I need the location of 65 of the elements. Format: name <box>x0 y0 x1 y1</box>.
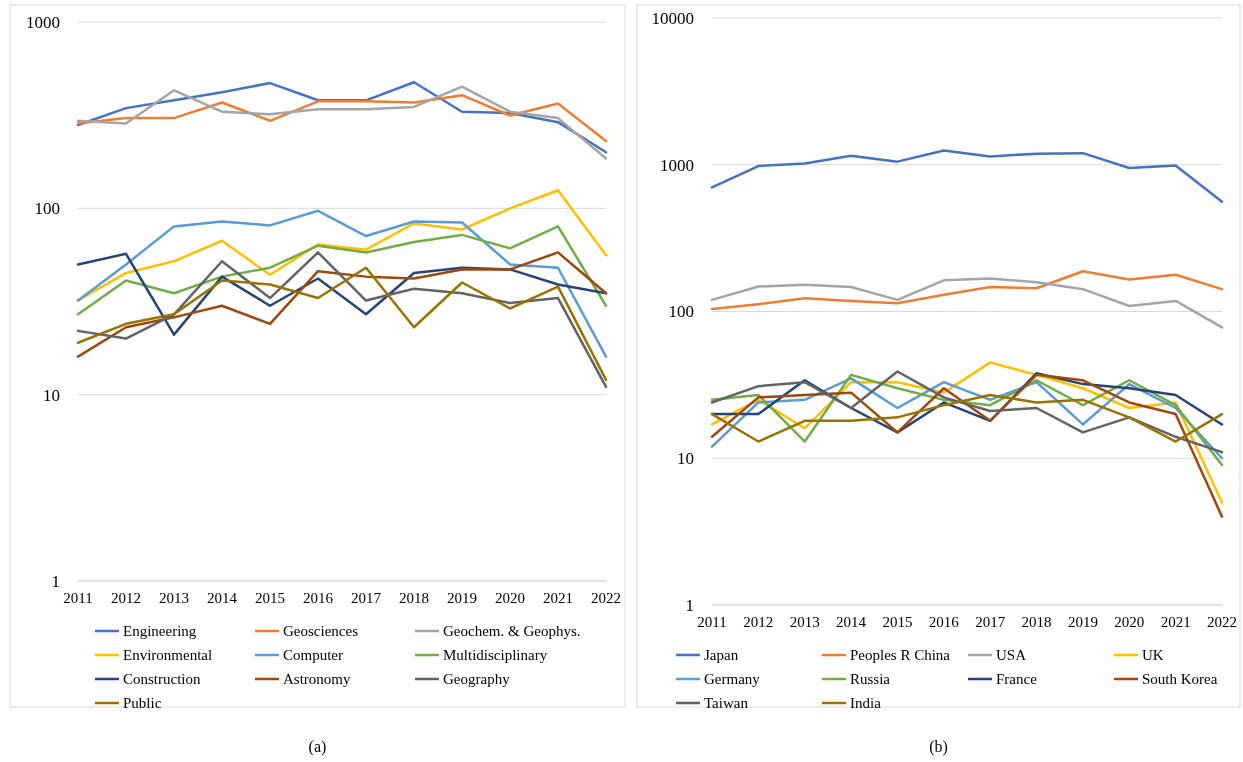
x-tick-label: 2019 <box>1067 614 1098 630</box>
x-tick-label: 2012 <box>111 590 141 606</box>
x-tick-label: 2022 <box>1207 614 1237 630</box>
x-tick-label: 2013 <box>789 614 820 630</box>
legend-label: USA <box>996 647 1027 664</box>
legend-label: Engineering <box>123 623 197 640</box>
x-tick-label: 2014 <box>836 614 867 630</box>
legend-label: South Korea <box>1142 671 1218 688</box>
line-series <box>76 209 608 358</box>
x-tick-label: 2019 <box>447 590 477 606</box>
x-tick-label: 2017 <box>975 614 1006 630</box>
text: (a) <box>308 738 327 756</box>
legend-label: Taiwan <box>704 695 749 712</box>
y-tick-label: 1000 <box>660 155 694 175</box>
line-series <box>710 393 1224 443</box>
x-tick-label: 2016 <box>928 614 960 630</box>
x-tick-label: 2021 <box>543 590 573 606</box>
y-tick-label: 1 <box>51 571 60 591</box>
legend-label: Construction <box>123 671 201 688</box>
y-tick-label: 100 <box>34 199 60 219</box>
line-series <box>710 373 1224 518</box>
legend-label: France <box>996 671 1038 688</box>
legend-label: Computer <box>283 647 343 664</box>
legend-label: Public <box>123 695 162 712</box>
x-tick-label: 2012 <box>743 614 774 630</box>
x-tick-label: 2018 <box>1021 614 1052 630</box>
x-tick-label: 2020 <box>495 590 525 606</box>
x-tick-label: 2017 <box>351 590 382 606</box>
legend-label: UK <box>1142 647 1164 664</box>
y-tick-label: 1000 <box>26 12 60 32</box>
legend-label: Geosciences <box>283 623 359 640</box>
y-tick-label: 10 <box>677 449 694 469</box>
legend-label: Astronomy <box>283 671 351 688</box>
legend-label: Germany <box>704 671 761 688</box>
line-series <box>76 225 608 316</box>
x-tick-label: 2011 <box>63 590 93 606</box>
line-series <box>710 277 1224 329</box>
y-tick-label: 100 <box>668 302 694 322</box>
line-series <box>76 251 608 358</box>
x-tick-label: 2021 <box>1160 614 1191 630</box>
y-tick-label: 1 <box>685 595 694 615</box>
legend-label: Geochem. & Geophys. <box>443 623 581 640</box>
x-tick-label: 2014 <box>207 590 238 606</box>
y-tick-label: 10 <box>43 385 60 405</box>
legend-label: India <box>850 695 882 712</box>
x-tick-label: 2015 <box>882 614 913 630</box>
x-tick-label: 2020 <box>1114 614 1145 630</box>
y-tick-label: 10000 <box>651 8 694 28</box>
x-tick-label: 2018 <box>399 590 429 606</box>
legend-label: Multidisciplinary <box>443 647 548 664</box>
x-tick-label: 2011 <box>697 614 727 630</box>
line-series <box>710 270 1224 311</box>
legend-label: Japan <box>704 647 739 664</box>
text: (b) <box>929 738 948 756</box>
legend-label: Russia <box>850 671 891 688</box>
x-tick-label: 2013 <box>159 590 189 606</box>
x-tick-label: 2022 <box>591 590 621 606</box>
legend-label: Environmental <box>123 647 213 664</box>
line-series <box>710 149 1224 203</box>
x-tick-label: 2016 <box>303 590 334 606</box>
legend-label: Peoples R China <box>850 647 951 664</box>
line-series <box>76 266 608 382</box>
line-series <box>76 251 608 389</box>
legend-label: Geography <box>443 671 511 688</box>
x-tick-label: 2015 <box>255 590 285 606</box>
